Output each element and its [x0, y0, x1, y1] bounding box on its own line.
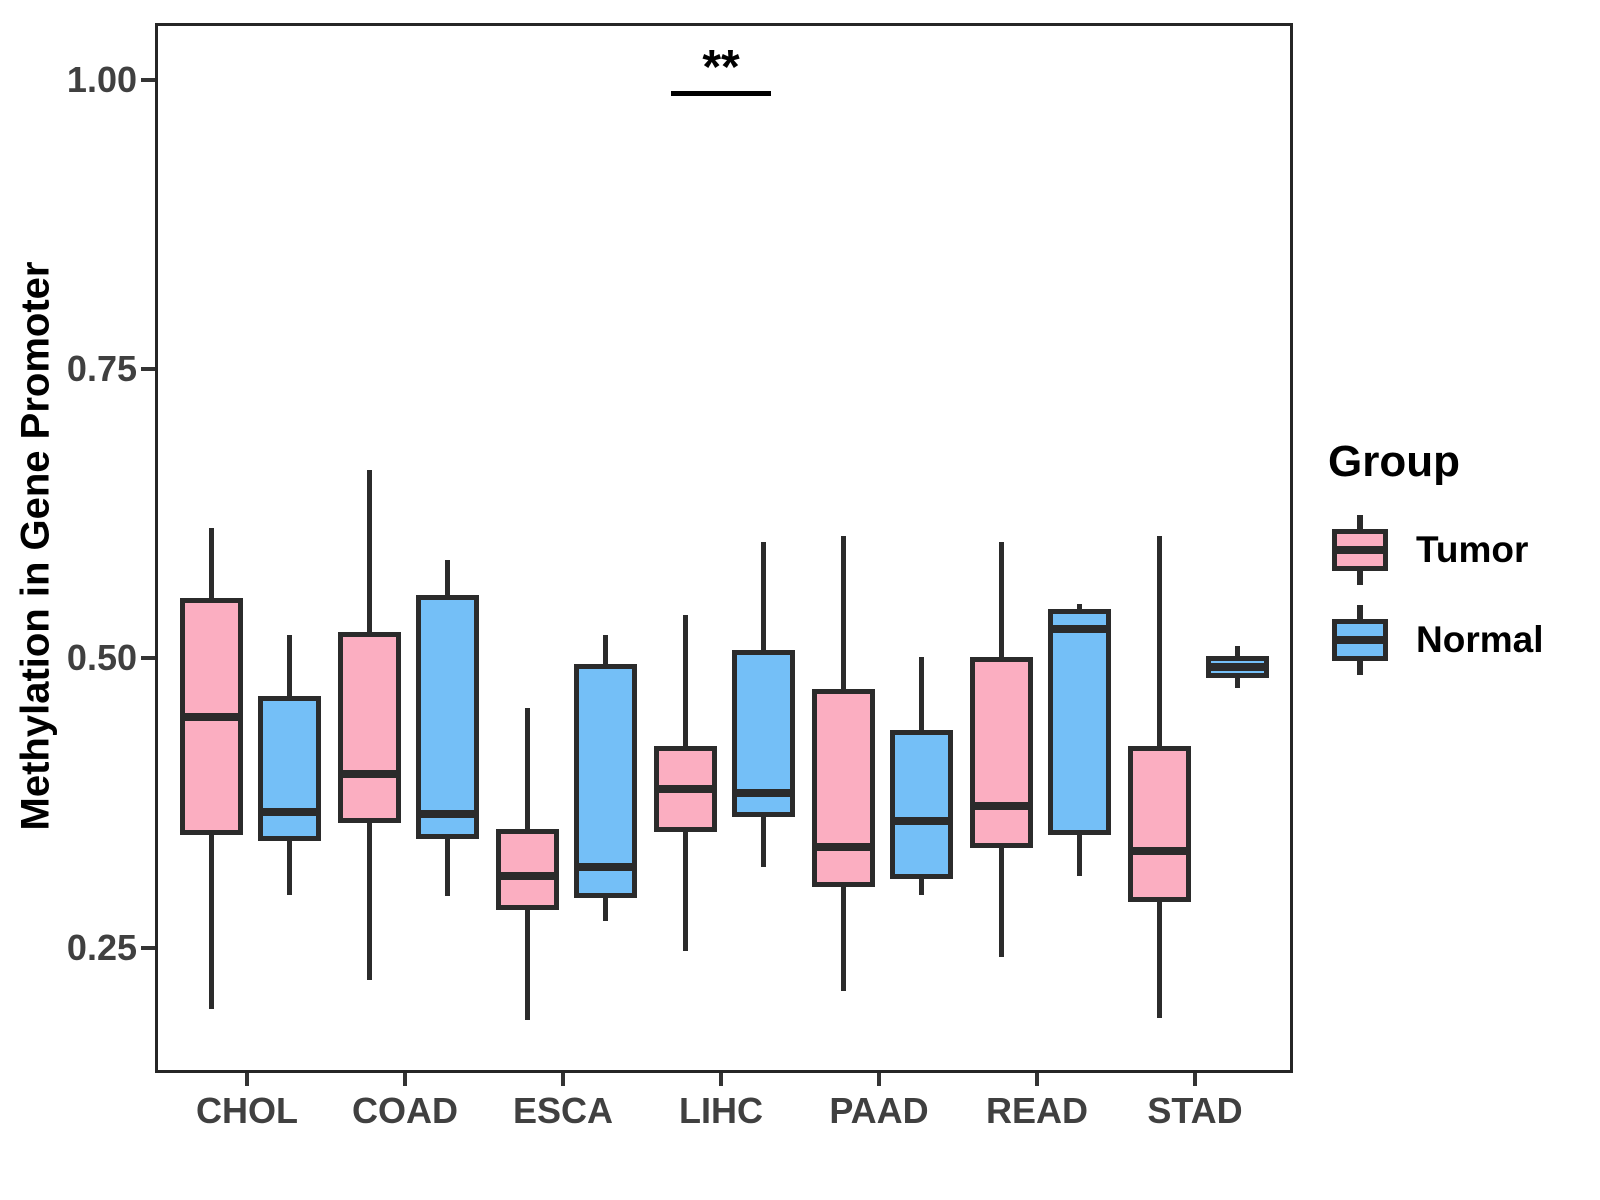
- median-tumor-lihc: [653, 784, 717, 793]
- y-tick-mark-0.25: [141, 945, 155, 950]
- x-tick-mark-chol: [245, 1073, 249, 1086]
- box-normal-coad: [415, 595, 479, 839]
- significance-bar: [671, 91, 771, 97]
- x-tick-label-lihc: LIHC: [679, 1090, 763, 1131]
- median-normal-coad: [415, 810, 479, 819]
- median-normal-lihc: [731, 789, 795, 798]
- x-tick-mark-stad: [1193, 1073, 1197, 1086]
- key-median: [1332, 546, 1388, 554]
- median-tumor-read: [969, 802, 1033, 811]
- median-tumor-esca: [495, 871, 559, 880]
- y-tick-label-1.00: 1.00: [66, 58, 137, 100]
- box-tumor-read: [969, 656, 1033, 848]
- box-normal-lihc: [731, 649, 795, 817]
- x-tick-label-chol: CHOL: [196, 1090, 298, 1131]
- x-tick-label-esca: ESCA: [512, 1090, 614, 1131]
- legend-entry-tumor: Tumor: [1328, 513, 1588, 587]
- median-tumor-coad: [337, 769, 401, 778]
- x-tick-mark-paad: [877, 1073, 881, 1086]
- x-tick-label-coad: COAD: [352, 1090, 458, 1131]
- median-tumor-chol: [179, 712, 243, 721]
- y-axis-title: Methylation in Gene Promoter: [13, 261, 58, 831]
- median-tumor-stad: [1127, 847, 1191, 856]
- legend-entry-normal: Normal: [1328, 603, 1588, 677]
- box-tumor-coad: [337, 632, 401, 824]
- x-tick-mark-coad: [403, 1073, 407, 1086]
- normal-boxplot-key-icon: [1328, 603, 1392, 677]
- x-tick-mark-read: [1035, 1073, 1039, 1086]
- median-tumor-paad: [811, 842, 875, 851]
- x-tick-label-read: READ: [985, 1090, 1088, 1131]
- box-normal-read: [1047, 609, 1111, 836]
- median-normal-esca: [573, 863, 637, 872]
- box-tumor-paad: [811, 689, 875, 888]
- box-tumor-stad: [1127, 745, 1191, 903]
- y-tick-label-0.25: 0.25: [66, 926, 137, 968]
- x-tick-mark-lihc: [719, 1073, 723, 1086]
- significance-label: **: [702, 41, 740, 95]
- key-median: [1332, 636, 1388, 644]
- box-tumor-esca: [495, 829, 559, 911]
- legend-label-normal: Normal: [1416, 619, 1544, 660]
- y-tick-mark-0.75: [141, 367, 155, 372]
- box-normal-paad: [889, 729, 953, 879]
- legend: Group Tumor Normal: [1328, 437, 1588, 693]
- median-normal-paad: [889, 817, 953, 826]
- median-normal-chol: [257, 807, 321, 816]
- box-normal-esca: [573, 663, 637, 898]
- median-normal-read: [1047, 625, 1111, 634]
- legend-label-tumor: Tumor: [1416, 529, 1529, 570]
- legend-title: Group: [1328, 437, 1460, 486]
- x-tick-label-paad: PAAD: [829, 1090, 929, 1131]
- box-normal-chol: [257, 696, 321, 841]
- tumor-boxplot-key-icon: [1328, 513, 1392, 587]
- y-tick-label-0.50: 0.50: [66, 637, 137, 679]
- y-tick-label-0.75: 0.75: [66, 348, 137, 390]
- plot-panel: [155, 23, 1293, 1073]
- y-tick-mark-0.50: [141, 656, 155, 661]
- x-tick-label-stad: STAD: [1147, 1090, 1243, 1131]
- x-tick-mark-esca: [561, 1073, 565, 1086]
- median-normal-stad: [1205, 663, 1269, 672]
- y-tick-mark-1.00: [141, 77, 155, 82]
